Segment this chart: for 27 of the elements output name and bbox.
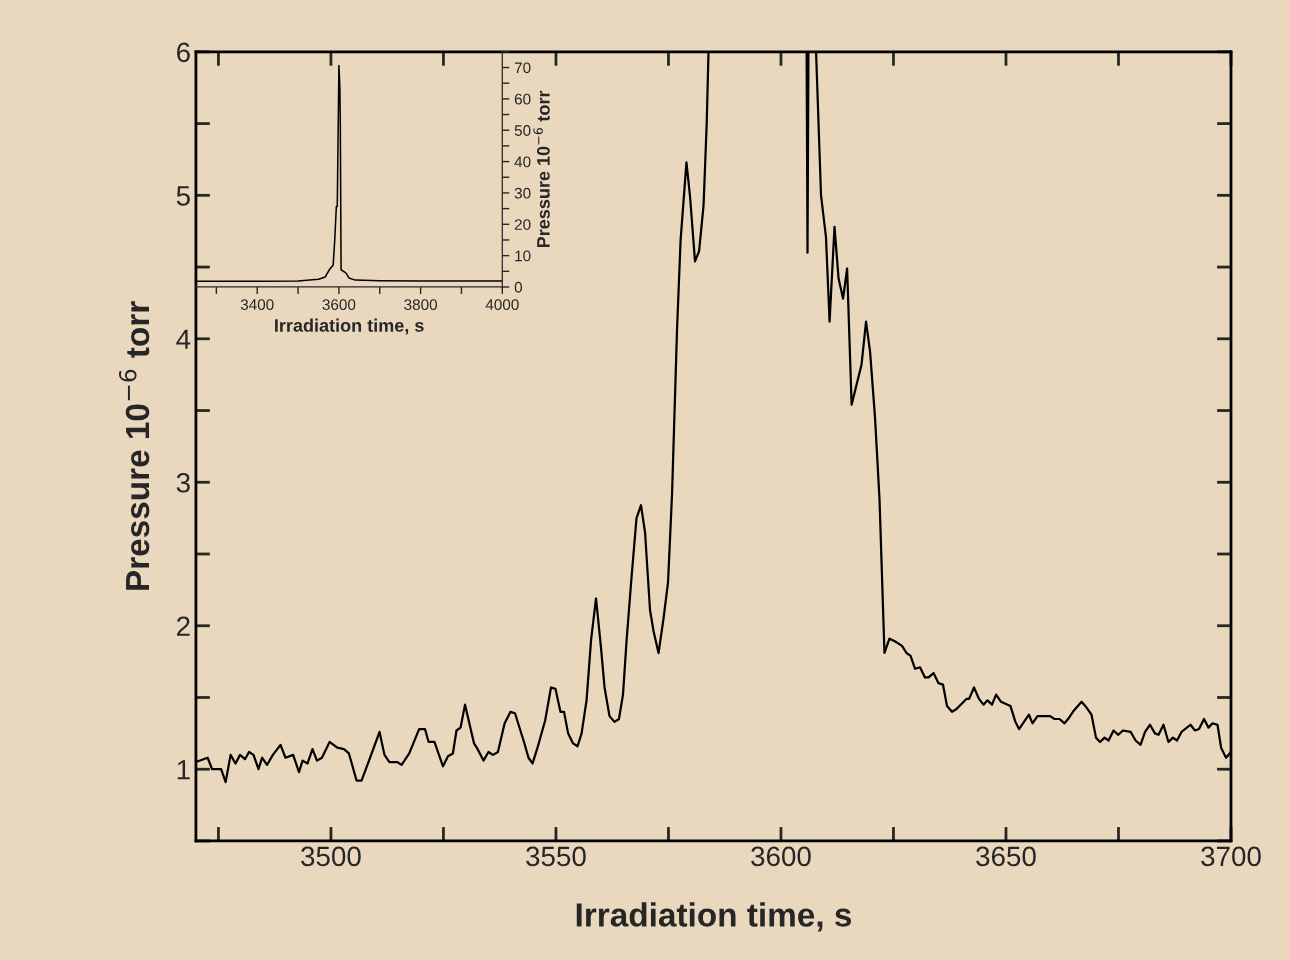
x-tick-label: 3600 — [751, 846, 811, 867]
y-tick-label: 4 — [176, 329, 191, 349]
y2-tick-label: 0 — [514, 281, 523, 293]
y-tick-label: 5 — [176, 186, 190, 206]
y-tick-label: 2 — [177, 616, 190, 636]
x-tick-label: 3500 — [301, 846, 361, 867]
y2-tick-label: 70 — [514, 62, 531, 74]
x-tick-label: 4000 — [485, 299, 519, 311]
x-tick-label: 3700 — [1201, 846, 1261, 867]
y-axis-title: Pressure 10$^{−6}$ torr — [118, 301, 150, 590]
x-tick-label: 3650 — [976, 846, 1036, 867]
y2-tick-label: 30 — [514, 187, 531, 199]
x-tick-label: 3550 — [526, 846, 586, 867]
y2-tick-label: 60 — [514, 93, 531, 105]
x-axis-title: Irradiation time, s — [576, 902, 852, 932]
y2-axis-title: Pressure 10$^{−6}$ torr — [533, 90, 550, 248]
y2-tick-label: 40 — [514, 156, 531, 168]
y-tick-label: 6 — [177, 42, 190, 63]
y2-tick-label: 10 — [515, 250, 531, 262]
y-tick-label: 1 — [177, 760, 190, 780]
y2-tick-label: 50 — [514, 125, 531, 136]
x-tick-label: 3400 — [240, 299, 274, 311]
x-tick-label: 3800 — [404, 299, 437, 311]
x-tick-label: 3600 — [322, 299, 356, 311]
x-axis-title: Irradiation time, s — [275, 318, 424, 335]
y-tick-label: 3 — [176, 472, 190, 493]
y2-tick-label: 20 — [514, 219, 531, 230]
